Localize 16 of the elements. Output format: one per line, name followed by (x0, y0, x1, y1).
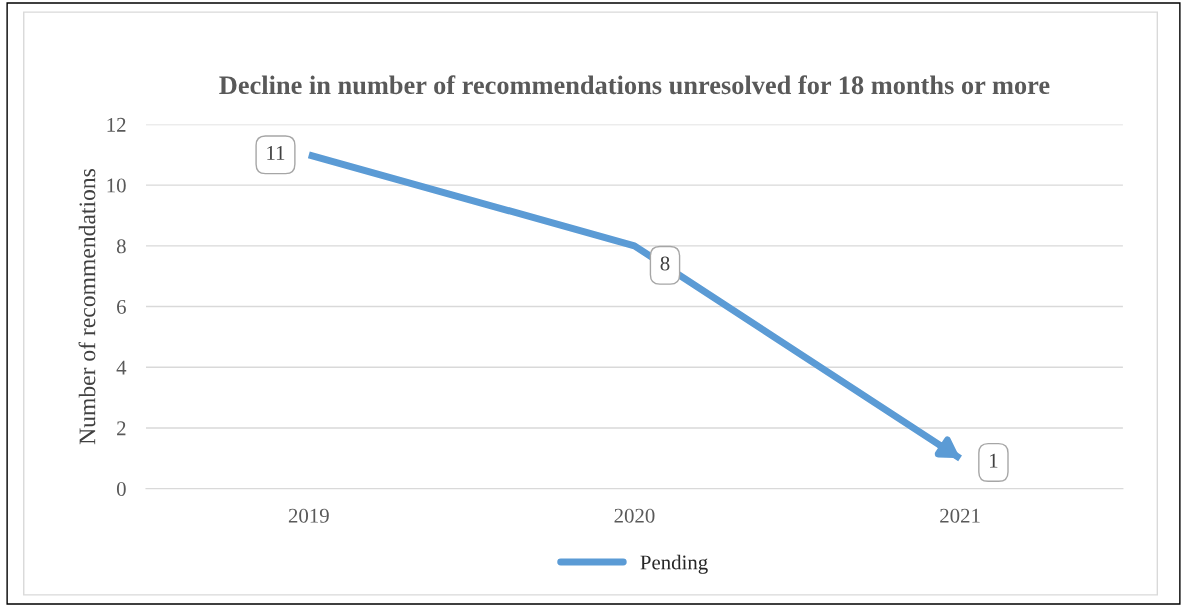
chart-title: Decline in number of recommendations unresolved for 18 months or more (219, 75, 1050, 95)
y-tick-label: 4 (116, 360, 127, 375)
data-label: 1 (990, 453, 998, 468)
data-label: 8 (660, 256, 670, 271)
y-tick-label: 2 (117, 421, 126, 436)
y-tick-label: 0 (116, 482, 126, 497)
legend-label: Pending (640, 554, 708, 574)
data-label: 11 (267, 146, 285, 160)
x-tick-label: 2020 (614, 508, 655, 523)
y-tick-label: 10 (107, 178, 126, 193)
y-tick-label: 6 (117, 299, 126, 314)
y-axis-title: Number of recommendations (78, 169, 96, 445)
y-tick-label: 8 (116, 239, 126, 254)
x-tick-label: 2019 (288, 508, 329, 523)
y-tick-label: 12 (107, 117, 126, 132)
x-tick-label: 2021 (940, 508, 980, 523)
